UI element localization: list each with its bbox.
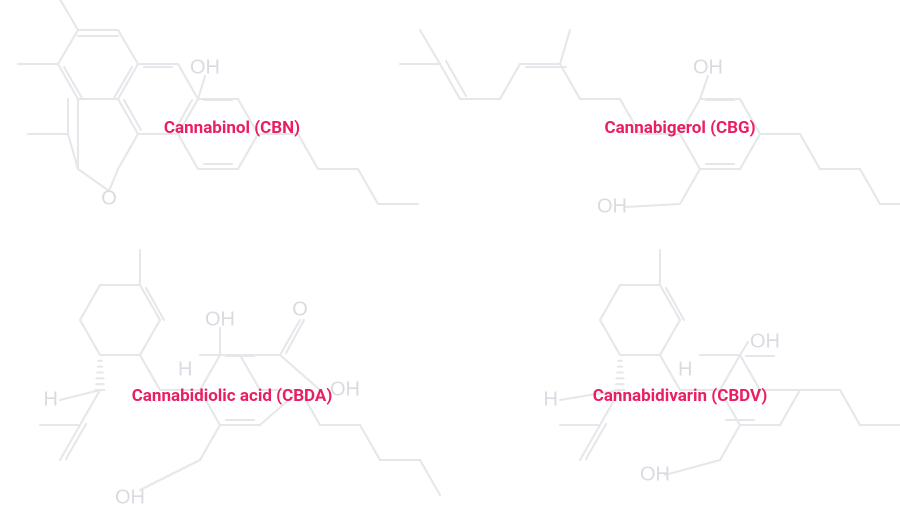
svg-text:OH: OH [190,56,220,78]
label-cbg: Cannabigerol (CBG) [604,118,755,138]
svg-text:H: H [44,388,58,410]
svg-text:OH: OH [597,195,627,217]
svg-text:H: H [178,358,192,380]
label-cbn: Cannabinol (CBN) [164,118,300,138]
svg-text:OH: OH [640,463,670,485]
svg-text:OH: OH [115,486,145,508]
svg-text:O: O [292,298,308,320]
label-cbda: Cannabidiolic acid (CBDA) [132,386,333,406]
molecule-canvas: OH O OH OH OH OH O OH H H OH OH H H [0,0,900,527]
svg-text:O: O [101,187,117,209]
svg-text:H: H [544,388,558,410]
svg-text:OH: OH [693,56,723,78]
svg-text:OH: OH [330,378,360,400]
label-cbdv: Cannabidivarin (CBDV) [593,386,768,406]
svg-text:OH: OH [205,308,235,330]
svg-text:OH: OH [750,330,780,352]
svg-text:H: H [678,358,692,380]
diagram-stage: OHOOHOHOHOHOOHHHOHOHHH Cannabinol (CBN) … [0,0,900,527]
